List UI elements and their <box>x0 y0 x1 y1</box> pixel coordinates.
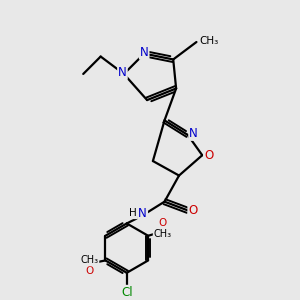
Text: O: O <box>204 149 213 162</box>
Text: CH₃: CH₃ <box>80 255 98 266</box>
Text: H: H <box>129 208 137 218</box>
Text: O: O <box>188 204 198 217</box>
Text: O: O <box>85 266 94 277</box>
Text: CH₃: CH₃ <box>154 229 172 239</box>
Text: N: N <box>138 207 147 220</box>
Text: N: N <box>140 46 148 59</box>
Text: CH₃: CH₃ <box>199 36 218 46</box>
Text: Cl: Cl <box>121 286 133 299</box>
Text: O: O <box>158 218 167 228</box>
Text: N: N <box>189 127 198 140</box>
Text: N: N <box>118 66 127 79</box>
